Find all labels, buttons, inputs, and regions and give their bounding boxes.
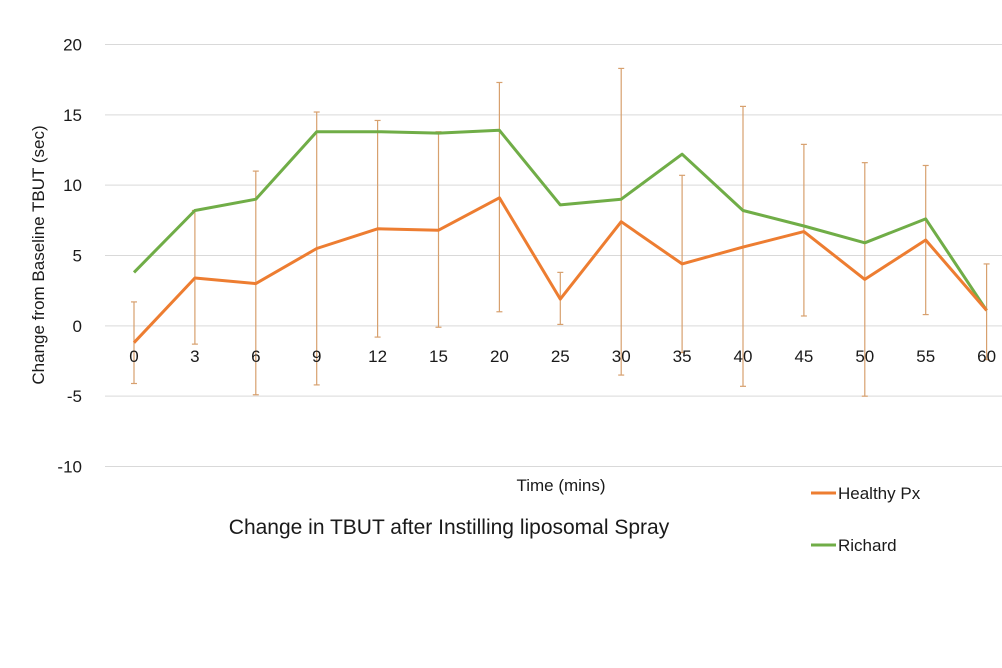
x-tick-label: 50 bbox=[855, 347, 874, 366]
x-tick-label: 9 bbox=[312, 347, 321, 366]
x-tick-label: 20 bbox=[490, 347, 509, 366]
y-tick-label: 5 bbox=[73, 247, 82, 266]
x-tick-label: 12 bbox=[368, 347, 387, 366]
x-tick-label: 35 bbox=[673, 347, 692, 366]
x-tick-label: 45 bbox=[794, 347, 813, 366]
gridlines bbox=[105, 44, 1002, 467]
legend-label-healthy-px: Healthy Px bbox=[838, 484, 921, 503]
series-lines bbox=[132, 128, 988, 344]
x-tick-label: 30 bbox=[612, 347, 631, 366]
legend-item-healthy-px: Healthy Px bbox=[811, 484, 921, 503]
legend-item-richard: Richard bbox=[811, 536, 897, 555]
x-tick-label: 15 bbox=[429, 347, 448, 366]
series-line-healthy-px bbox=[132, 196, 988, 344]
x-tick-label: 0 bbox=[129, 347, 138, 366]
y-tick-labels: 20 15 10 5 0 -5 -10 bbox=[57, 36, 82, 477]
x-axis-label: Time (mins) bbox=[516, 476, 605, 495]
y-tick-label: -10 bbox=[57, 458, 82, 477]
x-tick-label: 60 bbox=[977, 347, 996, 366]
y-tick-label: 0 bbox=[73, 317, 82, 336]
x-tick-label: 55 bbox=[916, 347, 935, 366]
series-line-richard bbox=[132, 128, 988, 312]
x-tick-label: 3 bbox=[190, 347, 199, 366]
x-tick-label: 6 bbox=[251, 347, 260, 366]
chart-title: Change in TBUT after Instilling liposoma… bbox=[229, 516, 670, 539]
x-tick-label: 25 bbox=[551, 347, 570, 366]
y-axis-label: Change from Baseline TBUT (sec) bbox=[29, 125, 48, 384]
x-tick-labels: 0 3 6 9 12 15 20 25 30 35 40 45 50 55 60 bbox=[129, 347, 996, 366]
legend: Healthy Px Richard bbox=[811, 484, 921, 555]
x-tick-label: 40 bbox=[734, 347, 753, 366]
y-tick-label: 20 bbox=[63, 36, 82, 55]
y-tick-label: 10 bbox=[63, 176, 82, 195]
legend-label-richard: Richard bbox=[838, 536, 897, 555]
y-tick-label: 15 bbox=[63, 106, 82, 125]
y-tick-label: -5 bbox=[67, 387, 82, 406]
